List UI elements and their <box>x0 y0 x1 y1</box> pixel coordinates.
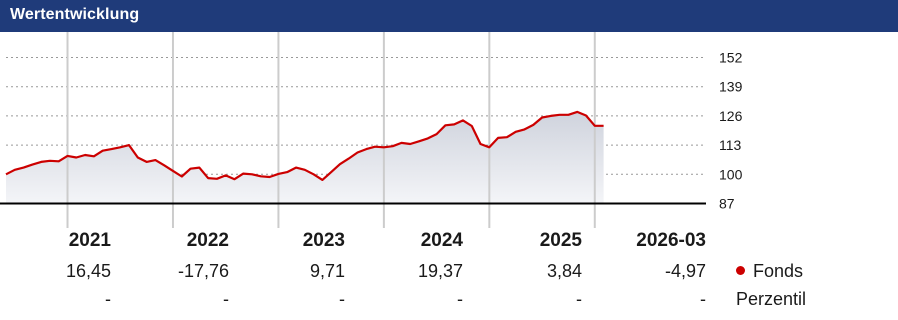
perzentil-value: - <box>339 289 345 309</box>
series-line-fonds <box>5 110 604 181</box>
year-label: 2021 <box>68 230 111 251</box>
fonds-dot-icon <box>736 265 745 275</box>
y-tick-label: 152 <box>719 50 743 66</box>
fonds-return: -4,97 <box>664 261 706 281</box>
legend-perzentil-label: Perzentil <box>736 289 807 309</box>
year-label: 2024 <box>420 230 463 251</box>
fonds-return: -17,76 <box>177 261 229 281</box>
perzentil-value: - <box>105 289 111 309</box>
perzentil-value: - <box>700 289 706 309</box>
year-label: 2026-03 <box>636 230 706 251</box>
perzentil-value: - <box>223 289 229 309</box>
year-gridlines <box>66 32 596 228</box>
year-label: 2025 <box>539 230 582 251</box>
fonds-return: 19,37 <box>417 261 463 281</box>
fonds-return: 3,84 <box>546 261 582 281</box>
performance-chart: 87 100 113 126 139 152 <box>0 32 743 228</box>
y-tick-labels: 87 100 113 126 139 152 <box>719 50 743 212</box>
year-label: 2023 <box>302 230 345 251</box>
y-tick-label: 113 <box>719 137 742 153</box>
legend-fonds-label: Fonds <box>753 261 804 281</box>
performance-area <box>6 111 604 204</box>
fonds-return: 9,71 <box>309 261 345 281</box>
fonds-return: 16,45 <box>65 261 111 281</box>
legend-fonds: Fonds <box>736 261 803 282</box>
y-tick-label: 100 <box>719 166 743 182</box>
section-title: Wertentwicklung <box>10 6 140 23</box>
perzentil-value: - <box>457 289 463 309</box>
section-header: Wertentwicklung <box>0 0 898 32</box>
perzentil-value: - <box>576 289 582 309</box>
y-tick-label: 139 <box>719 79 743 95</box>
y-tick-label: 87 <box>719 196 735 212</box>
yearly-returns-table: 2021 2022 2023 2024 2025 2026-03 16,45 -17,76 9… <box>0 228 898 320</box>
year-label: 2022 <box>186 230 229 251</box>
y-tick-label: 126 <box>719 108 743 124</box>
legend-perzentil: Perzentil <box>736 289 806 310</box>
